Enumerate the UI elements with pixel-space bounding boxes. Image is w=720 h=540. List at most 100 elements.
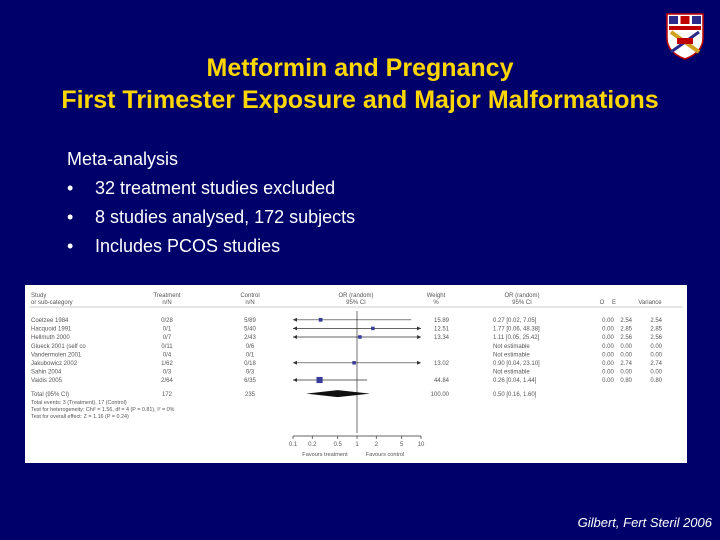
total-control: 235 — [245, 392, 256, 398]
study-weight: 15.89 — [434, 318, 450, 324]
study-e: 2.56 — [620, 335, 632, 341]
study-o: 0.00 — [602, 344, 614, 350]
header-study: Study — [31, 293, 46, 299]
study-o: 0.00 — [602, 361, 614, 367]
study-or-ci: 1.77 [0.06, 48.38] — [493, 327, 540, 333]
favours-control-label: Favours control — [366, 452, 405, 458]
study-control: 6/35 — [244, 378, 256, 384]
study-or-ci: 1.11 [0.05, 25.42] — [493, 335, 540, 341]
summary-diamond — [306, 390, 371, 398]
study-or-ci: 0.27 [0.02, 7.05] — [493, 318, 537, 324]
study-or-ci: Not estimable — [493, 370, 530, 376]
study-variance: 2.74 — [650, 361, 662, 367]
study-o: 0.00 — [602, 352, 614, 358]
study-control: 0/18 — [244, 361, 256, 367]
study-treatment: 0/7 — [163, 335, 172, 341]
study-or-ci: Not estimable — [493, 344, 530, 350]
study-or-ci: 0.90 [0.04, 23.10] — [493, 361, 540, 367]
study-treatment: 0/28 — [161, 318, 173, 324]
study-o: 0.00 — [602, 318, 614, 324]
ci-arrow-right — [417, 360, 421, 365]
x-tick-label: 10 — [418, 442, 425, 448]
intro-text: Meta-analysis — [67, 149, 179, 169]
study-name: Vandermolen 2001 — [31, 352, 82, 358]
study-treatment: 0/1 — [163, 327, 172, 333]
bullet-glyph: • — [67, 236, 74, 256]
citation: Gilbert, Fert Steril 2006 — [577, 515, 712, 530]
study-e: 0.00 — [620, 344, 632, 350]
study-name: Jakubowicz 2002 — [31, 361, 78, 367]
x-tick-label: 5 — [400, 442, 404, 448]
header-weight: Weight — [427, 293, 446, 299]
header-e: E — [612, 300, 616, 306]
study-weight: 13.34 — [434, 335, 450, 341]
forest-plot-figure: Study or sub-category Treatment n/N Control n… — [25, 285, 687, 463]
study-name: Hellmuth 2000 — [31, 335, 70, 341]
x-tick-label: 0.2 — [308, 442, 317, 448]
total-weight: 100.00 — [431, 392, 450, 398]
study-treatment: 0/11 — [161, 344, 173, 350]
study-point — [371, 326, 375, 331]
study-variance: 0.00 — [650, 344, 662, 350]
total-treatment: 172 — [162, 392, 173, 398]
study-treatment: 1/62 — [161, 361, 173, 367]
header-o: O — [600, 300, 605, 306]
ci-arrow-left — [293, 335, 297, 339]
header-or-random: OR (random) — [338, 293, 373, 299]
favours-treatment-label: Favours treatment — [302, 452, 348, 458]
study-point — [316, 376, 323, 384]
study-or-ci: Not estimable — [493, 352, 530, 358]
header-or-random-ci: 95% CI — [346, 300, 366, 306]
slide-title-line1: Metformin and Pregnancy — [206, 54, 514, 82]
study-variance: 2.56 — [650, 335, 662, 341]
bullet-item: • 32 treatment studies excluded — [67, 174, 355, 203]
footer-note: Total events: 3 (Treatment), 17 (Control… — [31, 400, 127, 406]
header-treatment: Treatment — [153, 293, 180, 299]
study-o: 0.00 — [602, 370, 614, 376]
header-treatment-sub: n/N — [162, 300, 171, 306]
study-e: 2.74 — [620, 361, 632, 367]
study-variance: 2.54 — [650, 318, 662, 324]
bullet-item: • 8 studies analysed, 172 subjects — [67, 203, 355, 232]
study-o: 0.00 — [602, 327, 614, 333]
study-point — [358, 335, 362, 339]
bullet-list: • 32 treatment studies excluded • 8 studies… — [67, 174, 355, 261]
bullet-glyph: • — [67, 178, 74, 198]
ci-arrow-right — [417, 326, 421, 331]
study-e: 0.80 — [620, 378, 632, 384]
study-control: 0/3 — [246, 370, 255, 376]
x-tick-label: 2 — [375, 442, 379, 448]
footer-note: Test for heterogeneity: Chi² = 1.56, df … — [31, 407, 175, 413]
study-e: 2.54 — [620, 318, 632, 324]
header-control: Control — [240, 293, 259, 299]
study-treatment: 0/3 — [163, 370, 172, 376]
study-weight: 12.51 — [434, 327, 450, 333]
study-name: Coetzee 1984 — [31, 318, 69, 324]
study-control: 2/43 — [244, 335, 256, 341]
study-e: 0.00 — [620, 352, 632, 358]
study-point — [318, 317, 323, 322]
study-control: 5/89 — [244, 318, 256, 324]
study-control: 5/40 — [244, 327, 256, 333]
bullet-item: • Includes PCOS studies — [67, 232, 355, 261]
study-control: 0/1 — [246, 352, 255, 358]
bullet-text: Includes PCOS studies — [95, 236, 281, 256]
study-o: 0.00 — [602, 378, 614, 384]
header-study-sub: or sub-category — [31, 300, 73, 306]
study-variance: 0.00 — [650, 352, 662, 358]
bullet-text: 8 studies analysed, 172 subjects — [95, 207, 356, 227]
study-name: Sahin 2004 — [31, 370, 62, 376]
x-tick-label: 1 — [355, 442, 359, 448]
university-crest-icon — [666, 13, 704, 60]
bullet-text: 32 treatment studies excluded — [95, 178, 336, 198]
slide-title-line2: First Trimester Exposure and Major Malfo… — [61, 86, 659, 114]
header-or-random-2: OR (random) — [504, 293, 539, 299]
study-point — [352, 361, 356, 365]
study-weight: 13.02 — [434, 361, 450, 367]
ci-arrow-left — [293, 378, 297, 382]
body-text: Meta-analysis • 32 treatment studies excl… — [67, 145, 355, 261]
footer-note: Test for overall effect: Z = 1.16 (P = 0… — [31, 414, 129, 420]
header-variance: Variance — [638, 300, 662, 306]
study-name: Vaidis 2005 — [31, 378, 63, 384]
study-weight: 44.84 — [434, 378, 450, 384]
